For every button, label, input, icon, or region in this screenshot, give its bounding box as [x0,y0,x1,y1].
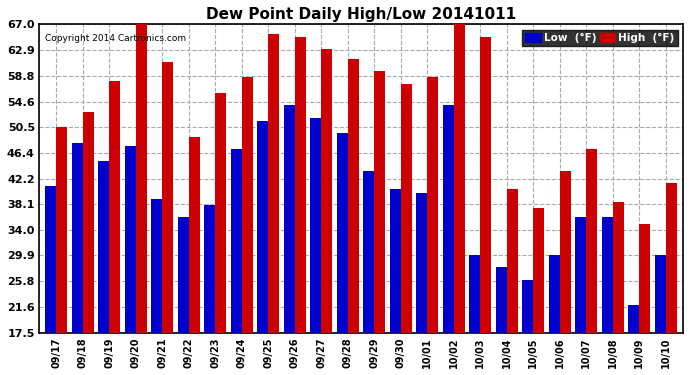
Bar [454,24,465,333]
Bar [586,149,598,333]
Bar [443,105,454,333]
Bar [522,280,533,333]
Bar [549,255,560,333]
Bar [640,224,651,333]
Bar [427,77,438,333]
Bar [98,161,109,333]
Bar [56,127,68,333]
Bar [189,136,200,333]
Bar [151,199,162,333]
Legend: Low  (°F), High  (°F): Low (°F), High (°F) [522,30,678,46]
Bar [480,37,491,333]
Bar [495,267,506,333]
Bar [613,202,624,333]
Bar [416,192,427,333]
Bar [655,255,666,333]
Bar [602,217,613,333]
Bar [401,84,412,333]
Bar [268,34,279,333]
Bar [136,18,147,333]
Bar [241,77,253,333]
Bar [257,121,268,333]
Bar [348,59,359,333]
Bar [72,143,83,333]
Text: Copyright 2014 Cartronics.com: Copyright 2014 Cartronics.com [46,34,186,43]
Bar [390,189,401,333]
Bar [469,255,480,333]
Bar [284,105,295,333]
Bar [337,134,348,333]
Bar [45,186,56,333]
Bar [295,37,306,333]
Bar [215,93,226,333]
Bar [533,208,544,333]
Bar [109,81,120,333]
Bar [575,217,586,333]
Bar [506,189,518,333]
Bar [310,118,322,333]
Bar [666,183,677,333]
Bar [230,149,241,333]
Bar [322,50,333,333]
Bar [560,171,571,333]
Bar [125,146,136,333]
Bar [162,62,173,333]
Bar [363,171,374,333]
Title: Dew Point Daily High/Low 20141011: Dew Point Daily High/Low 20141011 [206,7,516,22]
Bar [628,304,640,333]
Bar [177,217,189,333]
Bar [83,112,94,333]
Bar [204,205,215,333]
Bar [374,71,386,333]
